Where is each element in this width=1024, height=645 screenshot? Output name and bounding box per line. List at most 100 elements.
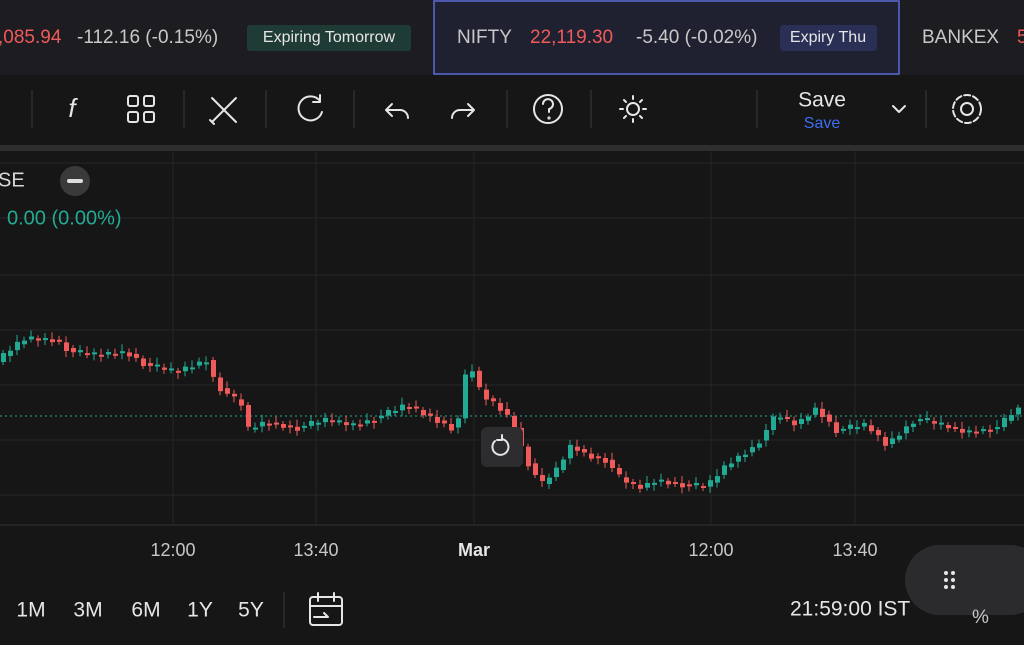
candle: [141, 358, 146, 367]
candle: [421, 410, 426, 416]
candle: [176, 370, 181, 373]
candle: [113, 353, 118, 356]
x-tick-label: 12:00: [150, 540, 195, 560]
candle: [785, 417, 790, 419]
candle: [365, 420, 370, 424]
candle: [323, 417, 328, 423]
candle: [582, 449, 587, 453]
candle: [134, 353, 139, 358]
redo-icon[interactable]: [451, 103, 475, 119]
candle: [512, 416, 517, 431]
candle: [99, 354, 104, 357]
x-tick-label: 12:00: [688, 540, 733, 560]
candle: [890, 438, 895, 444]
candle: [806, 416, 811, 421]
candle: [540, 475, 545, 481]
draw-icon[interactable]: [209, 97, 237, 125]
candle: [253, 427, 258, 430]
calendar-icon[interactable]: [309, 592, 343, 626]
candle: [127, 352, 132, 357]
candle: [449, 424, 454, 431]
candle: [169, 368, 174, 371]
candle: [29, 336, 34, 340]
candle: [610, 459, 615, 468]
symbol[interactable]: NIFTY: [457, 27, 512, 48]
candle: [344, 422, 349, 426]
range-button[interactable]: 6M: [131, 599, 160, 622]
percent-toggle[interactable]: %: [972, 607, 989, 628]
price: 22,119.30: [530, 27, 613, 48]
candle: [687, 484, 692, 487]
candle: [743, 454, 748, 457]
candle: [211, 360, 216, 377]
range-button[interactable]: 1Y: [187, 599, 213, 622]
candle: [330, 420, 335, 423]
candle: [554, 467, 559, 477]
candle: [652, 482, 657, 485]
candle: [1009, 415, 1014, 421]
candle: [974, 431, 979, 434]
candle: [302, 425, 307, 428]
settings-icon[interactable]: [952, 94, 982, 124]
candle: [799, 418, 804, 424]
candle: [771, 416, 776, 430]
candle: [729, 463, 734, 468]
candle: [204, 362, 209, 365]
candle: [1016, 407, 1021, 415]
candle: [813, 407, 818, 415]
candle: [393, 410, 398, 413]
candle: [596, 456, 601, 459]
candle: [505, 409, 510, 415]
candle: [260, 421, 265, 427]
badge: Expiry Thu: [790, 29, 866, 46]
candle: [491, 398, 496, 402]
candle: [750, 447, 755, 453]
candle: [435, 417, 440, 423]
candle: [603, 458, 608, 463]
candle: [526, 446, 531, 467]
candle: [778, 417, 783, 420]
candle: [50, 339, 55, 343]
toolbar-separators: [31, 90, 927, 128]
candle: [932, 421, 937, 424]
candle: [456, 418, 461, 428]
undo-icon[interactable]: [385, 103, 409, 119]
refresh-icon[interactable]: [297, 94, 323, 122]
toolbar: [0, 75, 1024, 145]
candle: [939, 422, 944, 425]
candle: [575, 446, 580, 451]
candle: [827, 414, 832, 422]
candle: [981, 429, 986, 432]
candle: [715, 476, 720, 483]
change: -112.16 (-0.15%): [77, 27, 218, 48]
save-button[interactable]: Save: [798, 89, 846, 112]
save-menu[interactable]: [892, 105, 906, 113]
candle: [869, 425, 874, 432]
menu-fab[interactable]: [905, 545, 1024, 615]
range-button[interactable]: 1M: [16, 599, 45, 622]
candle: [918, 419, 923, 422]
candle: [841, 428, 846, 431]
candle: [568, 444, 573, 459]
candle: [960, 428, 965, 433]
help-icon[interactable]: [533, 94, 563, 124]
candle: [589, 453, 594, 459]
candle: [855, 427, 860, 430]
candle: [372, 420, 377, 423]
badge: Expiring Tomorrow: [263, 29, 396, 46]
layout-icon[interactable]: [127, 95, 155, 123]
theme-icon[interactable]: [619, 95, 647, 123]
symbol[interactable]: BANKEX: [922, 27, 999, 48]
range-button[interactable]: 5Y: [238, 599, 264, 622]
indicators-icon[interactable]: f: [68, 93, 78, 123]
candle: [148, 363, 153, 366]
candle: [106, 352, 111, 355]
candle: [673, 482, 678, 484]
candle: [407, 407, 412, 409]
reset-button[interactable]: [481, 427, 523, 467]
range-button[interactable]: 3M: [73, 599, 102, 622]
candle: [876, 430, 881, 436]
candle: [995, 427, 1000, 430]
candle: [43, 338, 48, 341]
candle: [155, 364, 160, 367]
